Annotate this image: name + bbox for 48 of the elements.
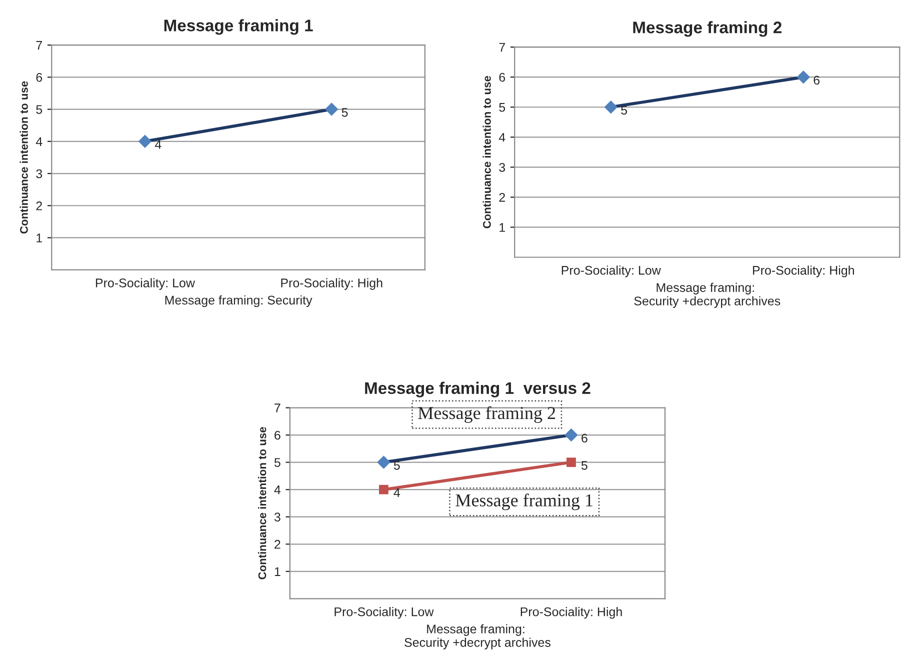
y-tick-label: 7 <box>36 41 42 50</box>
y-tick-label: 4 <box>36 137 42 146</box>
data-label: 6 <box>582 434 588 443</box>
point <box>379 484 388 494</box>
y-tick-label: 5 <box>274 458 280 467</box>
x-tick-label: Pro-Sociality: High <box>281 278 382 290</box>
y-tick-label: 5 <box>36 105 42 114</box>
chart-title: Message framing 1 <box>164 19 313 35</box>
y-tick-label: 3 <box>499 162 506 172</box>
chart-title: Message framing 1 versus 2 <box>365 382 590 398</box>
x-axis-title: Message framing: Security +decrypt archives <box>404 624 550 650</box>
x-axis-title: Message framing: Security <box>165 295 312 308</box>
x-tick-label: Pro-Sociality: Low <box>334 607 434 619</box>
y-axis-title: Continuance intention to use <box>258 427 266 580</box>
data-label: 5 <box>581 461 588 470</box>
y-tick-label: 6 <box>499 72 506 82</box>
y-tick-label: 3 <box>36 169 42 178</box>
series-label: Message framing 1 <box>456 494 592 510</box>
chart-title: Message framing 2 <box>633 21 782 37</box>
data-label: 6 <box>814 76 820 85</box>
y-tick-label: 4 <box>498 133 506 142</box>
y-tick-label: 1 <box>274 567 280 576</box>
x-tick-label: Pro-Sociality: Low <box>96 278 196 290</box>
y-tick-label: 1 <box>36 234 42 242</box>
series-label: Message framing 2 <box>418 406 556 423</box>
data-label: 4 <box>394 488 400 497</box>
x-tick-label: Pro-Sociality: High <box>753 266 854 278</box>
y-tick-label: 5 <box>499 103 506 112</box>
point <box>566 458 576 467</box>
x-tick-label: Pro-Sociality: Low <box>562 266 661 278</box>
x-axis-title: Message framing: Security +decrypt archives <box>634 282 780 308</box>
y-tick-label: 6 <box>36 72 42 82</box>
y-tick-label: 7 <box>274 404 280 412</box>
y-axis-title: Continuance intention to use <box>482 76 491 228</box>
y-tick-label: 2 <box>499 192 505 202</box>
data-label: 5 <box>621 106 628 115</box>
data-label: 4 <box>154 140 162 149</box>
y-axis-title: Continuance intention to use <box>20 81 28 234</box>
y-tick-label: 2 <box>36 201 42 210</box>
x-tick-label: Pro-Sociality: High <box>520 607 622 619</box>
y-tick-label: 4 <box>274 486 281 494</box>
y-tick-label: 1 <box>500 223 505 232</box>
data-label: 5 <box>394 461 400 470</box>
y-tick-label: 2 <box>274 540 280 549</box>
y-tick-label: 7 <box>499 43 505 52</box>
y-tick-label: 3 <box>274 512 280 522</box>
data-label: 5 <box>342 108 348 117</box>
y-tick-label: 6 <box>274 430 280 440</box>
